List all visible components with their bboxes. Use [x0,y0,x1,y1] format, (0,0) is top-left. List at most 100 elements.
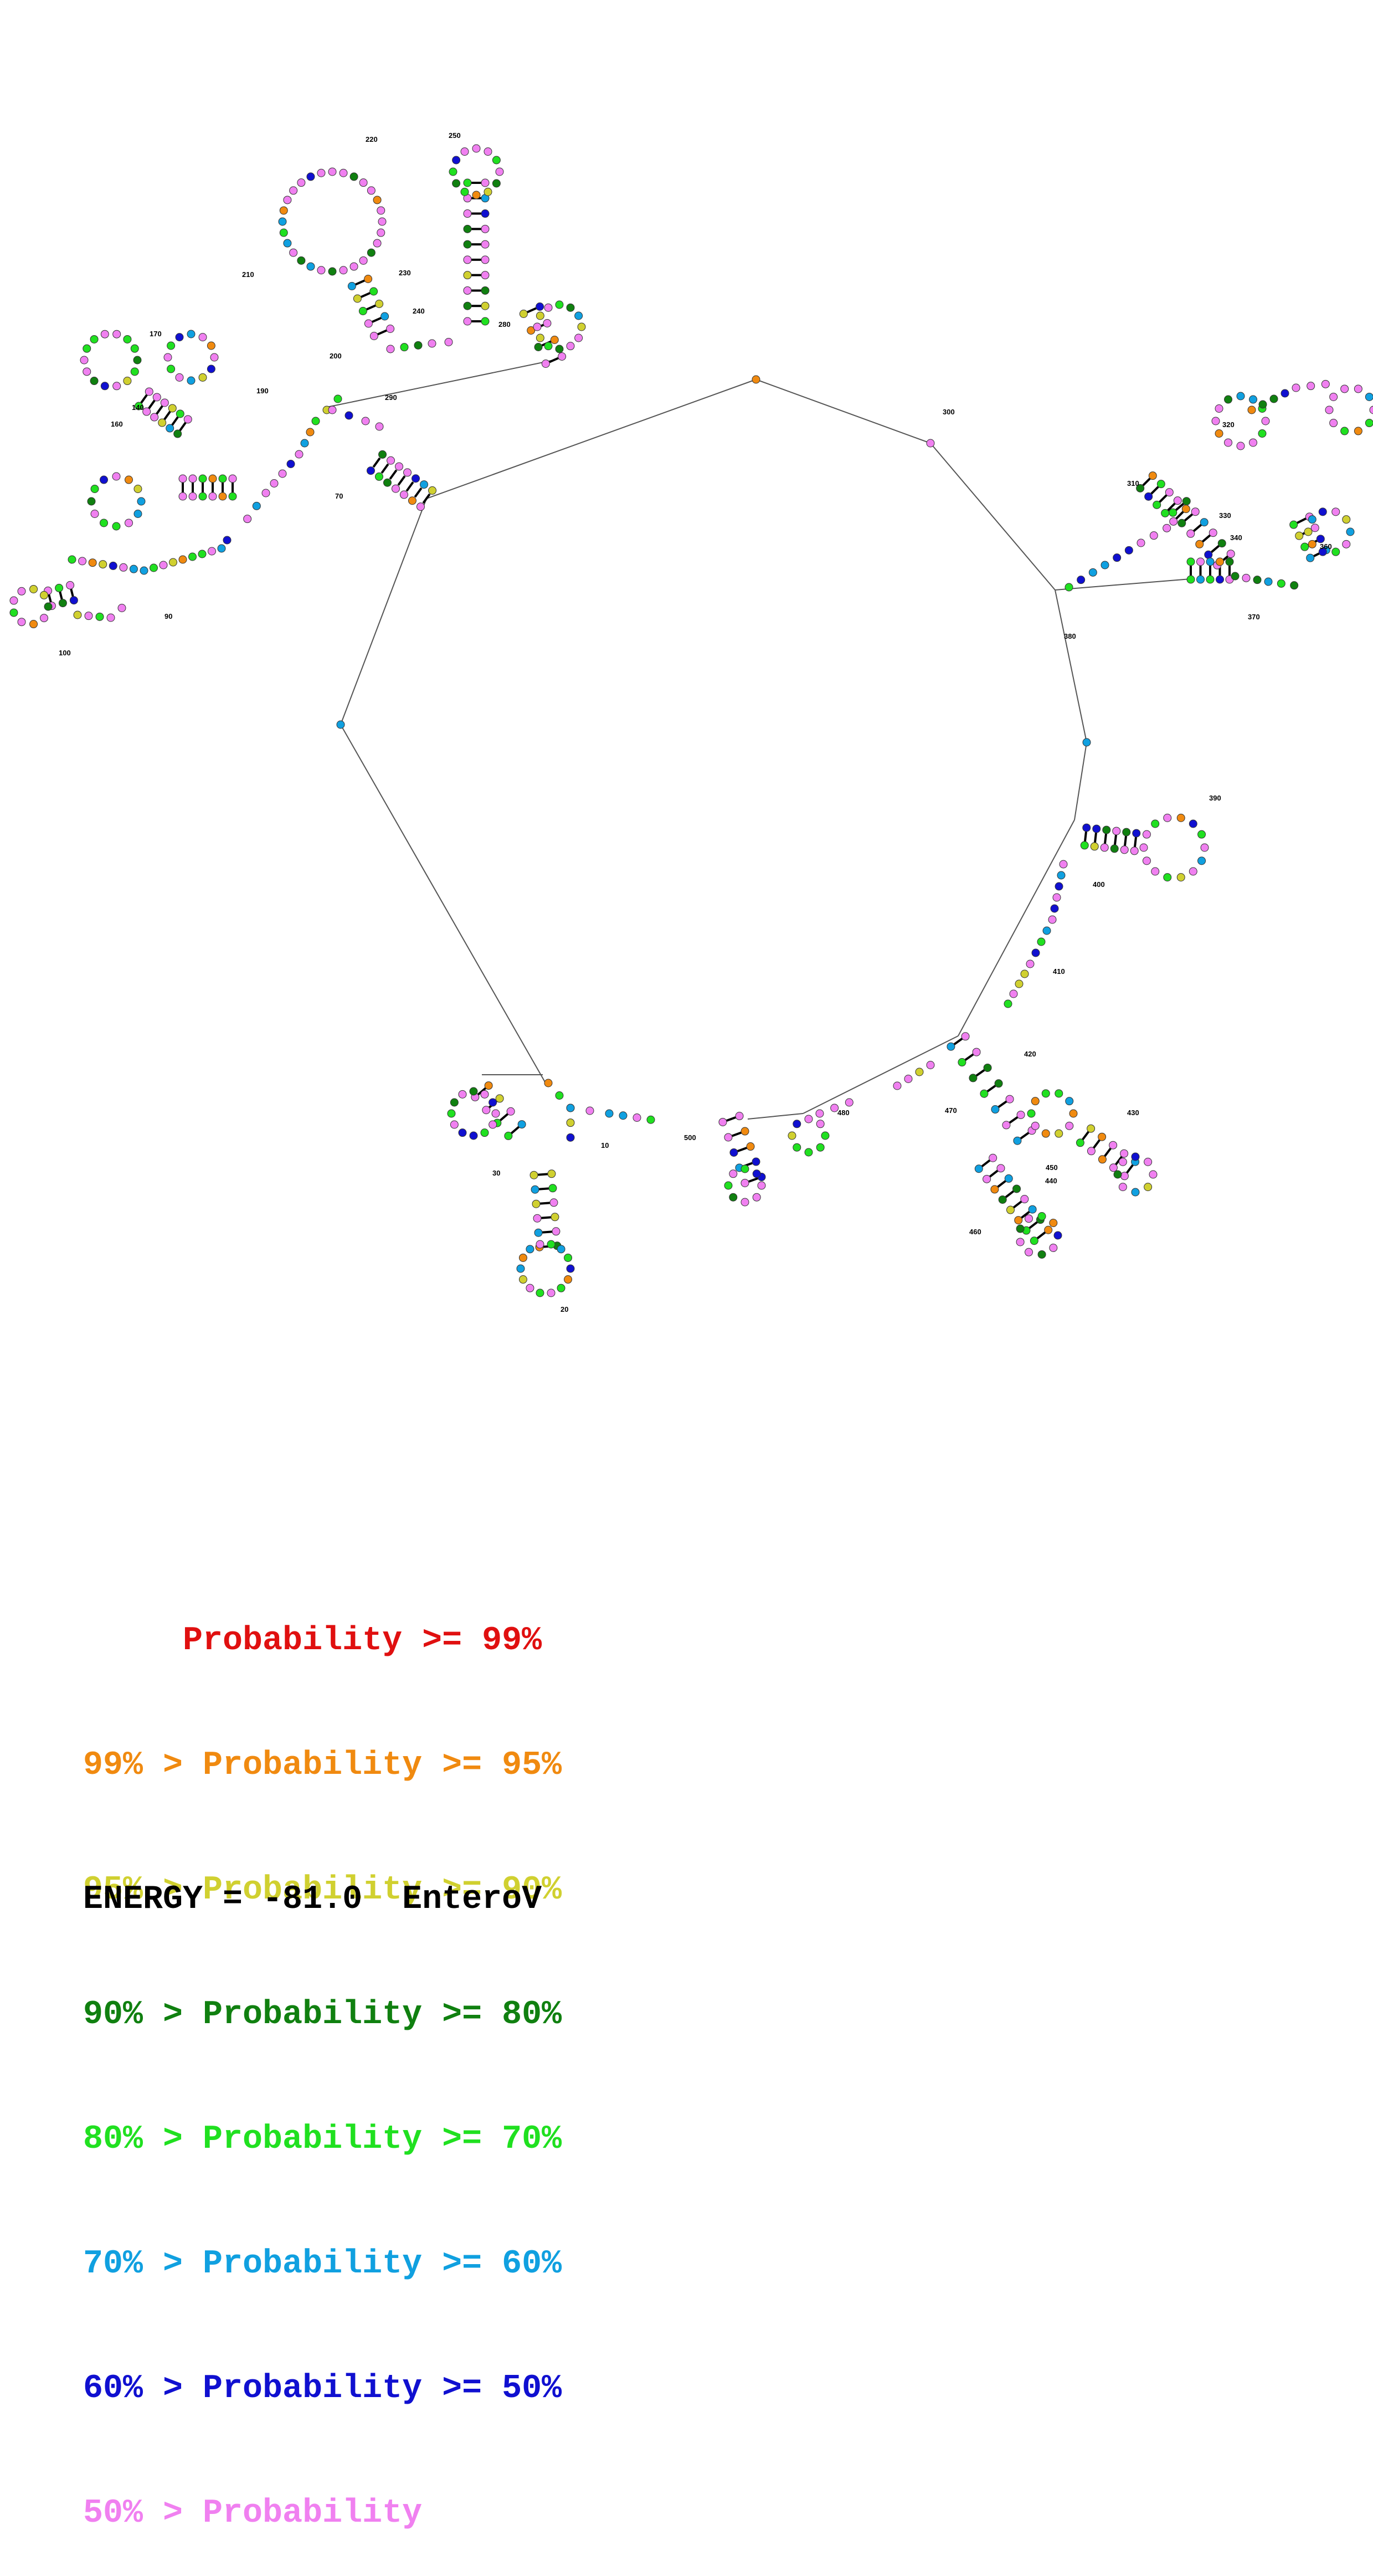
nucleotide [150,563,158,572]
nucleotide [1258,400,1267,409]
nucleotide [344,411,353,420]
base-pair [1150,486,1159,495]
nucleotide [142,407,151,416]
nucleotide [463,317,472,326]
nucleotide [1031,1097,1040,1106]
nucleotide [481,286,490,295]
nucleotide [1176,873,1185,882]
nucleotide [188,474,197,483]
nucleotide [123,377,132,386]
nucleotide [904,1075,913,1083]
nucleotide [506,1107,515,1116]
nucleotide [90,335,99,343]
nucleotide [529,1171,538,1179]
nucleotide [547,1289,556,1297]
base-pair [989,1169,999,1178]
nucleotide [969,1074,978,1082]
nucleotide [1224,395,1232,404]
base-pair [1021,1210,1030,1219]
nucleotide [484,187,492,196]
nucleotide [311,417,320,425]
nucleotide [369,287,378,296]
base-pair [1093,1139,1101,1149]
position-label: 200 [330,352,342,360]
position-label: 140 [132,403,144,412]
nucleotide [1200,518,1209,527]
nucleotide [1059,860,1068,869]
nucleotide [1308,515,1317,524]
nucleotide [198,550,207,558]
base-pair [981,1159,991,1167]
nucleotide [73,610,82,619]
nucleotide [972,1048,981,1056]
nucleotide [145,387,153,396]
nucleotide [996,1164,1005,1173]
nucleotide [552,1227,560,1236]
base-pair [48,594,52,603]
base-pair [1192,524,1202,532]
nucleotide [990,1185,999,1194]
nucleotide [484,147,492,156]
base-pair [539,1187,549,1190]
nucleotide [1307,382,1315,391]
nucleotide [444,338,453,346]
base-pair [70,588,74,597]
nucleotide [391,484,400,493]
nucleotide [99,560,107,569]
nucleotide [1037,937,1046,946]
nucleotide [395,462,404,471]
nucleotide [484,1081,493,1090]
nucleotide [531,1185,539,1194]
nucleotide [481,255,490,264]
nucleotide [1206,575,1215,584]
backbone-segment [930,443,1056,591]
nucleotide [632,1113,641,1122]
nucleotide [495,167,504,176]
nucleotide [469,1087,478,1096]
base-pair [366,304,376,311]
nucleotide [1340,427,1349,435]
nucleotide [893,1081,902,1090]
legend-row: 95% > Probability >= 90% [83,1871,562,1909]
nucleotide [1236,442,1245,450]
nucleotide [1310,524,1319,532]
nucleotide [133,356,142,365]
nucleotide [998,1195,1007,1204]
nucleotide [1148,471,1157,480]
nucleotide [816,1143,825,1152]
nucleotide [100,519,108,527]
legend-row: 60% > Probability >= 50% [83,2370,562,2408]
nucleotide [1186,557,1195,566]
nucleotide [359,256,368,265]
nucleotide [187,330,196,338]
nucleotide [1189,819,1197,828]
nucleotide [488,1120,497,1129]
nucleotide [492,179,501,188]
nucleotide [403,468,412,477]
nucleotide [300,439,309,448]
base-pair [1134,837,1137,847]
backbone-segment [340,724,546,1084]
nucleotide [481,271,490,280]
nucleotide [133,510,142,518]
nucleotide [1026,959,1035,968]
nucleotide [1014,1216,1023,1225]
position-label: 370 [1248,613,1260,621]
nucleotide [167,341,176,350]
nucleotide [1191,507,1200,516]
nucleotide [377,206,385,215]
nucleotide [95,612,104,621]
nucleotide [533,322,542,331]
nucleotide [1264,577,1273,586]
base-pair [1115,1156,1123,1166]
nucleotide [1053,1231,1062,1240]
nucleotide [1120,845,1129,854]
nucleotide [106,613,115,622]
nucleotide [460,187,469,196]
nucleotide [40,614,49,623]
nucleotide [480,1090,489,1099]
nucleotide [994,1079,1003,1088]
base-pair [542,1230,552,1234]
base-pair [997,1180,1006,1188]
nucleotide [283,196,292,204]
